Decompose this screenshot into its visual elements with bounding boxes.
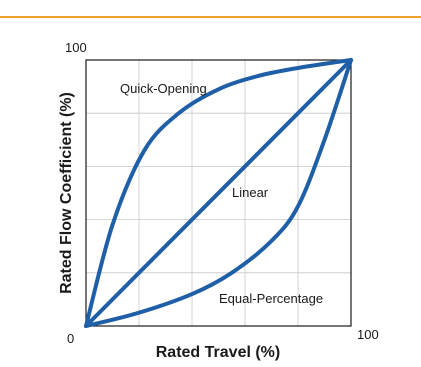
linear-label: Linear (232, 185, 269, 200)
series-line-linear (84, 58, 353, 328)
y-axis-title: Rated Flow Coefficient (%) (58, 92, 75, 294)
curves (84, 58, 353, 328)
y-axis-max-tick: 100 (65, 40, 87, 55)
series-line-quick-opening (84, 58, 353, 328)
origin-tick: 0 (67, 331, 74, 346)
x-axis-title: Rated Travel (%) (156, 344, 280, 361)
quick-opening-label: Quick-Opening (120, 81, 207, 96)
plot-frame (85, 59, 352, 327)
series-line-equal-percentage (84, 58, 353, 328)
top-accent-rule (0, 16, 421, 18)
equal-percentage-label: Equal-Percentage (219, 291, 323, 306)
x-axis-max-tick: 100 (357, 327, 379, 342)
